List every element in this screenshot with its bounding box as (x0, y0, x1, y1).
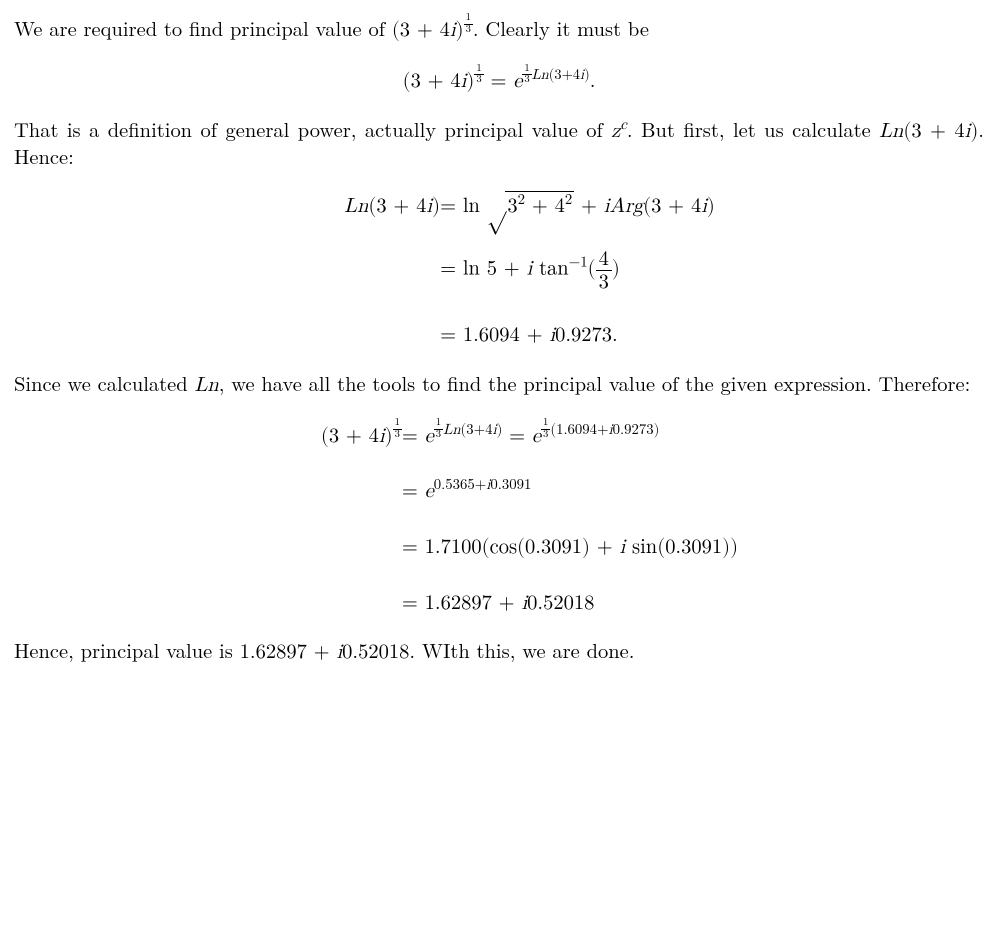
p1-text-a: We are required to find principal value … (14, 13, 392, 42)
im-final: 0.52018 (527, 592, 594, 613)
final-value: 1.62897 + i0.52018 (240, 641, 410, 662)
frac-num: 1 (464, 13, 473, 25)
z-to-c: zc (611, 120, 627, 141)
ln-val: 1.6094 (463, 324, 520, 345)
paragraph-4: Hence, principal value is 1.62897 + i0.5… (14, 637, 984, 665)
display-eq-1: (3 + 4i)13 = e13Ln(3+4i). (14, 65, 984, 94)
Ln-expr: Ln(3 + 4i) (879, 120, 978, 141)
p1-text-b: . Clearly it must be (473, 13, 649, 42)
expr-3plus4i-cuberoot: (3 + 4i)13 (392, 19, 473, 40)
p3-text-b: , we have all the tools to find the prin… (219, 368, 971, 397)
frac-den: 3 (464, 25, 473, 36)
p3-text-a: Since we calculated (14, 368, 194, 397)
frac4-den: 3 (596, 271, 612, 293)
eq-row-ln-3: = 1.6094 + i0.9273. (283, 320, 715, 348)
eq-row-main-2: = e0.5365+i0.3091 (260, 476, 738, 504)
re-final: 1.62897 (425, 592, 492, 613)
paragraph-3: Since we calculated Ln, we have all the … (14, 370, 984, 398)
arg-val: 0.9273 (555, 324, 612, 345)
eq-row-main-3: = 1.7100(cos(0.3091) + i sin(0.3091)) (260, 532, 738, 560)
eq-row-ln-1: Ln(3 + 4i) = ln 32 + 42 + iArg(3 + 4i) (283, 191, 715, 220)
display-eq-block-3: (3 + 4i)13 = e13Ln(3+4i) = e13(1.6094+i0… (14, 420, 984, 616)
eq-row-ln-2: = ln 5 + i tan−1(43) (283, 248, 715, 292)
eq-row-main-4: = 1.62897 + i0.52018 (260, 588, 738, 616)
mod-val: 1.7100 (425, 536, 482, 557)
Ln-short: Ln (194, 374, 218, 395)
frac4-num: 4 (596, 248, 612, 271)
eq1-content: (3 + 4i)13 = e13Ln(3+4i). (403, 70, 596, 91)
p2-text-b: . But first, let us calculate (627, 114, 879, 143)
paragraph-1: We are required to find principal value … (14, 14, 984, 43)
p2-text-a: That is a definition of general power, a… (14, 114, 611, 143)
paragraph-2: That is a definition of general power, a… (14, 116, 984, 169)
cos-arg: 0.3091 (525, 536, 582, 557)
p4-text-a: Hence, principal value is (14, 635, 240, 664)
sin-arg: 0.3091 (665, 536, 722, 557)
eq-row-main-1: (3 + 4i)13 = e13Ln(3+4i) = e13(1.6094+i0… (260, 420, 738, 449)
p4-text-b: . WIth this, we are done. (409, 635, 634, 664)
display-eq-block-2: Ln(3 + 4i) = ln 32 + 42 + iArg(3 + 4i) =… (14, 191, 984, 348)
